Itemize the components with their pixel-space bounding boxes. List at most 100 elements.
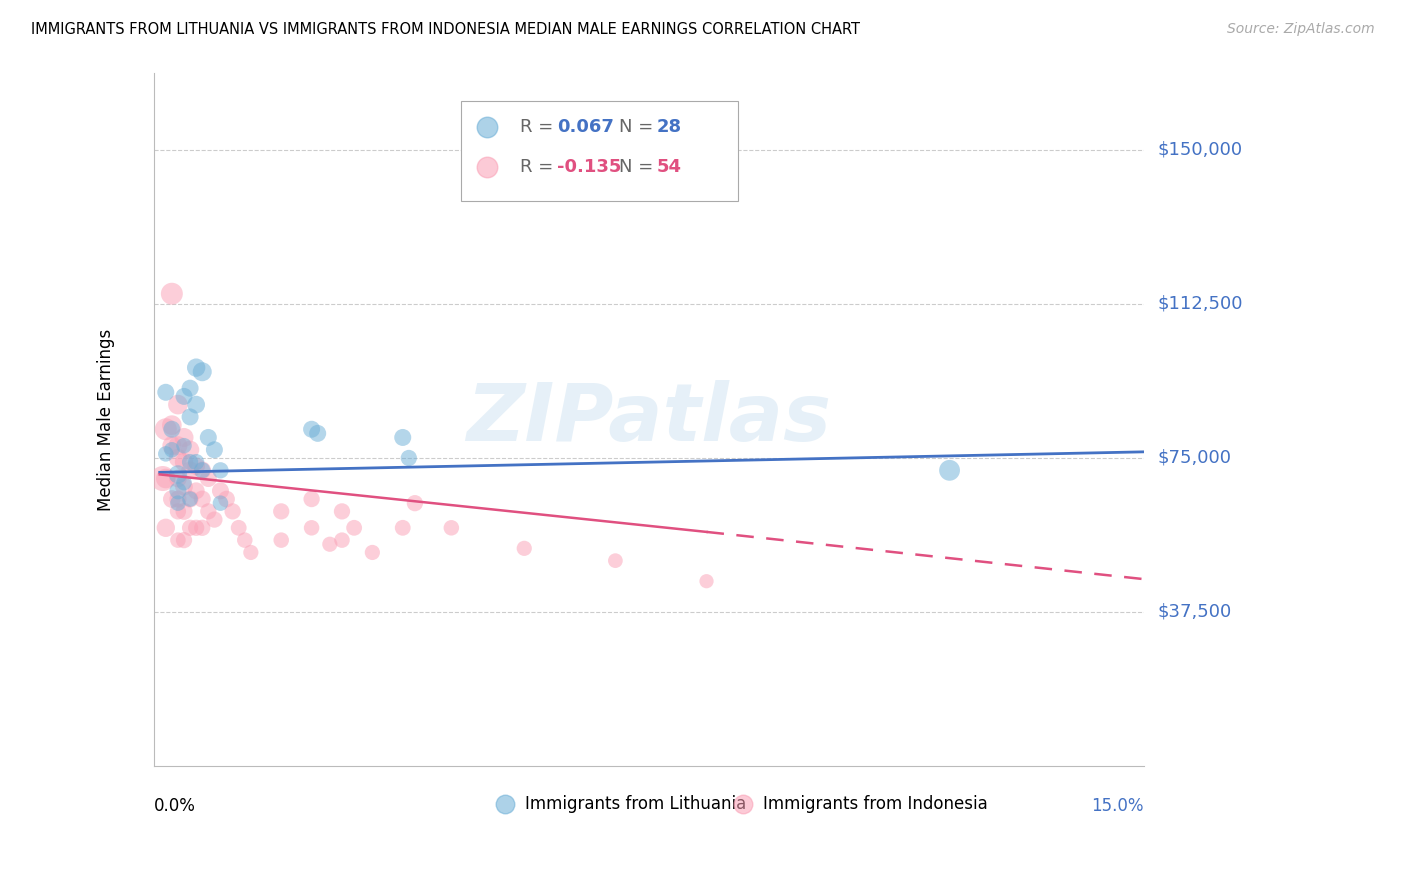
Point [179, 491, 201, 506]
Text: -0.135: -0.135 [557, 158, 621, 176]
Point [209, 483, 232, 498]
Point [696, 574, 718, 589]
Point [186, 459, 208, 474]
Point [160, 422, 183, 436]
Point [191, 463, 214, 477]
Point [391, 521, 413, 535]
Text: 0.067: 0.067 [557, 118, 613, 136]
Point [173, 455, 195, 469]
Text: $112,500: $112,500 [1159, 295, 1243, 313]
Point [186, 521, 208, 535]
Point [191, 491, 214, 506]
Point [167, 439, 190, 453]
Point [191, 521, 214, 535]
Point [179, 442, 201, 457]
Text: 15.0%: 15.0% [1091, 797, 1144, 814]
Point [938, 463, 960, 477]
Point [179, 381, 201, 395]
Point [186, 398, 208, 412]
Point [173, 533, 195, 548]
Point [160, 439, 183, 453]
Point [191, 365, 214, 379]
Text: 28: 28 [657, 118, 682, 136]
Point [173, 430, 195, 444]
Point [167, 504, 190, 518]
Point [202, 513, 225, 527]
Point [301, 521, 323, 535]
Point [215, 491, 238, 506]
Point [301, 491, 323, 506]
Point [167, 483, 190, 498]
Point [155, 447, 177, 461]
Point [155, 385, 177, 400]
Point [155, 422, 177, 436]
Text: 54: 54 [657, 158, 682, 176]
Text: N =: N = [619, 118, 659, 136]
Point [179, 521, 201, 535]
Point [167, 471, 190, 485]
Point [513, 541, 536, 556]
Text: 0.0%: 0.0% [153, 797, 195, 814]
Point [221, 504, 243, 518]
Point [330, 533, 353, 548]
Text: Median Male Earnings: Median Male Earnings [97, 328, 115, 510]
Point [186, 483, 208, 498]
Point [307, 426, 329, 441]
Point [191, 463, 214, 477]
Point [197, 471, 219, 485]
Text: N =: N = [619, 158, 659, 176]
Point [173, 504, 195, 518]
Point [270, 533, 292, 548]
Text: Immigrants from Lithuania: Immigrants from Lithuania [524, 795, 747, 814]
Point [173, 439, 195, 453]
Point [179, 455, 201, 469]
Text: IMMIGRANTS FROM LITHUANIA VS IMMIGRANTS FROM INDONESIA MEDIAN MALE EARNINGS CORR: IMMIGRANTS FROM LITHUANIA VS IMMIGRANTS … [31, 22, 860, 37]
Point [167, 398, 190, 412]
Point [179, 491, 201, 506]
Point [343, 521, 366, 535]
Text: Source: ZipAtlas.com: Source: ZipAtlas.com [1227, 22, 1375, 37]
Point [361, 545, 384, 559]
Point [155, 521, 177, 535]
Point [155, 471, 177, 485]
Point [167, 467, 190, 482]
Point [186, 360, 208, 375]
Text: $37,500: $37,500 [1159, 603, 1232, 621]
Text: $75,000: $75,000 [1159, 449, 1232, 467]
Point [209, 496, 232, 510]
Point [233, 533, 256, 548]
Text: ZIPatlas: ZIPatlas [467, 381, 831, 458]
Point [167, 496, 190, 510]
Point [270, 504, 292, 518]
Point [330, 504, 353, 518]
Point [173, 389, 195, 403]
Point [152, 471, 174, 485]
Point [173, 480, 195, 494]
Point [186, 455, 208, 469]
Point [239, 545, 262, 559]
Point [404, 496, 426, 510]
Point [605, 554, 627, 568]
Text: Immigrants from Indonesia: Immigrants from Indonesia [762, 795, 987, 814]
Point [160, 286, 183, 301]
Point [197, 504, 219, 518]
Point [301, 422, 323, 436]
Point [209, 463, 232, 477]
Point [202, 442, 225, 457]
Text: R =: R = [520, 158, 560, 176]
Point [440, 521, 463, 535]
Point [160, 491, 183, 506]
Point [319, 537, 342, 551]
Text: R =: R = [520, 118, 560, 136]
Point [167, 533, 190, 548]
Point [160, 418, 183, 433]
Point [398, 450, 420, 465]
Text: $150,000: $150,000 [1159, 141, 1243, 159]
Point [391, 430, 413, 444]
Point [228, 521, 250, 535]
Point [167, 491, 190, 506]
Point [179, 409, 201, 424]
FancyBboxPatch shape [461, 101, 738, 202]
Point [167, 450, 190, 465]
Point [173, 475, 195, 490]
